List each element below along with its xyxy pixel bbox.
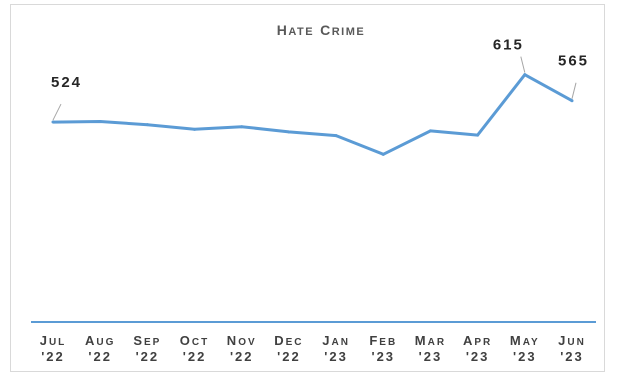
x-tick-label: AUG'22 — [85, 333, 115, 364]
data-label-leader — [520, 56, 526, 73]
x-tick-label: APR'23 — [463, 333, 492, 364]
x-tick-year: '22 — [277, 349, 301, 364]
chart-frame — [10, 4, 605, 372]
x-tick-label: JAN'23 — [322, 333, 350, 364]
data-label: 524 — [51, 74, 82, 91]
chart-title: HATE CRIME — [277, 22, 365, 39]
x-tick-labels: JUL'22AUG'22SEP'22OCT'22NOV'22DEC'22JAN'… — [40, 333, 586, 364]
x-tick-label: MAR'23 — [415, 333, 446, 364]
x-tick-month: MAR — [415, 333, 446, 348]
x-tick-label: MAY'23 — [510, 333, 540, 364]
x-tick-year: '22 — [230, 349, 254, 364]
data-label-leader — [52, 103, 62, 121]
x-tick-year: '23 — [371, 349, 395, 364]
x-tick-year: '23 — [419, 349, 443, 364]
x-tick-month: DEC — [274, 333, 303, 348]
x-tick-year: '22 — [136, 349, 160, 364]
data-point — [98, 120, 102, 124]
data-point — [570, 99, 574, 103]
x-tick-month: JUL — [40, 333, 67, 348]
data-point — [193, 127, 197, 131]
x-tick-year: '22 — [183, 349, 207, 364]
x-tick-label: DEC'22 — [274, 333, 303, 364]
x-tick-label: JUN'23 — [558, 333, 586, 364]
x-tick-label: NOV'22 — [227, 333, 257, 364]
data-point — [523, 73, 527, 77]
x-tick-month: JAN — [322, 333, 350, 348]
data-point — [334, 134, 338, 138]
x-tick-month: JUN — [558, 333, 586, 348]
x-tick-month: AUG — [85, 333, 115, 348]
x-tick-month: MAY — [510, 333, 540, 348]
data-point — [428, 129, 432, 133]
x-tick-label: OCT'22 — [180, 333, 209, 364]
x-tick-year: '23 — [466, 349, 490, 364]
x-tick-year: '23 — [560, 349, 584, 364]
data-point — [381, 152, 385, 156]
data-point — [145, 123, 149, 127]
x-tick-month: NOV — [227, 333, 257, 348]
series-line — [52, 73, 573, 156]
x-tick-year: '22 — [88, 349, 112, 364]
data-point — [287, 130, 291, 134]
x-tick-label: SEP'22 — [133, 333, 161, 364]
data-label: 615 — [493, 37, 524, 54]
data-point — [51, 120, 55, 124]
x-tick-month: APR — [463, 333, 492, 348]
data-point — [240, 125, 244, 129]
x-tick-month: SEP — [133, 333, 161, 348]
series-line-layer — [51, 73, 574, 156]
data-label-leader — [571, 82, 577, 99]
x-tick-label: JUL'22 — [40, 333, 67, 364]
data-point — [476, 133, 480, 137]
x-tick-year: '23 — [513, 349, 537, 364]
x-tick-year: '23 — [324, 349, 348, 364]
x-tick-label: FEB'23 — [369, 333, 397, 364]
x-tick-year: '22 — [41, 349, 65, 364]
data-label: 565 — [558, 53, 589, 70]
x-tick-month: OCT — [180, 333, 209, 348]
x-tick-month: FEB — [369, 333, 397, 348]
data-labels: 524 615 565 — [51, 37, 589, 121]
